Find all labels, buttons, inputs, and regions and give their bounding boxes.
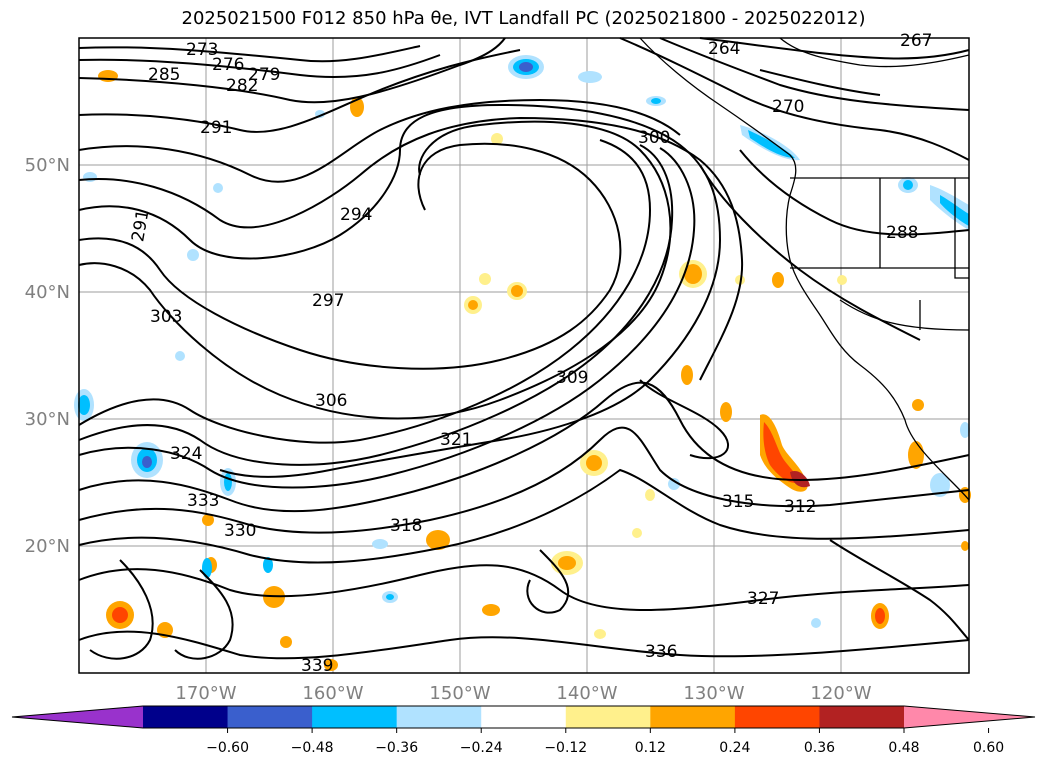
lat-tick-label: 50°N xyxy=(25,155,70,176)
contour-label: 267 xyxy=(900,31,932,51)
contour-label: 288 xyxy=(886,223,918,243)
colorbar-cell xyxy=(227,706,313,728)
contour-label: 270 xyxy=(772,97,804,117)
contour-label: 333 xyxy=(187,491,219,511)
colorbar-tick-label: 0.12 xyxy=(635,740,666,756)
colorbar-cell xyxy=(650,706,736,728)
colorbar-cell xyxy=(734,706,820,728)
lat-tick-label: 20°N xyxy=(25,536,70,557)
contour-label: 297 xyxy=(312,291,344,311)
map-frame xyxy=(78,37,970,674)
colorbar-tick-label: −0.12 xyxy=(544,740,587,756)
colorbar-extend-low xyxy=(12,706,143,728)
contour-label: 279 xyxy=(248,65,280,85)
colorbar-cell xyxy=(143,706,229,728)
colorbar: −0.60 −0.48 −0.36 −0.24 −0.12 0.12 0.24 0.36 0.4… xyxy=(11,705,1036,756)
contour-label: 300 xyxy=(638,128,670,148)
lat-axis: 50°N 40°N 30°N 20°N xyxy=(25,155,70,557)
contour-label: 315 xyxy=(722,492,754,512)
colorbar-extend-high xyxy=(904,706,1035,728)
colorbar-cell xyxy=(312,706,398,728)
contour-label: 324 xyxy=(170,444,202,464)
colorbar-tick-label: 0.48 xyxy=(888,740,919,756)
coastlines xyxy=(639,37,970,501)
colorbar-tick-label: −0.48 xyxy=(291,740,334,756)
contour-label: 321 xyxy=(440,430,472,450)
contour-label: 264 xyxy=(708,39,740,59)
colorbar-cell xyxy=(819,706,905,728)
colorbar-tick-label: −0.36 xyxy=(375,740,418,756)
colorbar-cell xyxy=(396,706,482,728)
map-title: 2025021500 F012 850 hPa θe, IVT Landfall… xyxy=(181,8,866,29)
theta-e-contours xyxy=(78,37,970,660)
lat-tick-label: 30°N xyxy=(25,409,70,430)
contour-label: 339 xyxy=(301,656,333,676)
contour-label: 336 xyxy=(645,642,677,662)
lon-tick-label: 150°W xyxy=(429,683,490,704)
map-panel: 273 276 279 282 285 288 291 294 297 300 … xyxy=(74,31,971,676)
lon-tick-label: 160°W xyxy=(302,683,363,704)
contour-label: 273 xyxy=(186,40,218,60)
lon-tick-label: 170°W xyxy=(175,683,236,704)
colorbar-cell xyxy=(481,706,567,728)
contour-label: 306 xyxy=(315,391,347,411)
contour-label: 303 xyxy=(150,307,182,327)
lon-tick-label: 140°W xyxy=(556,683,617,704)
colorbar-tick-label: 0.24 xyxy=(719,740,750,756)
contour-label: 327 xyxy=(747,589,779,609)
colorbar-tick-label: −0.24 xyxy=(460,740,503,756)
contour-label: 312 xyxy=(784,497,816,517)
contour-label: 285 xyxy=(148,65,180,85)
colorbar-tick-label: 0.36 xyxy=(804,740,835,756)
colorbar-tick-label: −0.60 xyxy=(206,740,249,756)
lat-tick-label: 40°N xyxy=(25,282,70,303)
contour-label: 330 xyxy=(224,521,256,541)
contour-label: 282 xyxy=(226,76,258,96)
contour-label: 309 xyxy=(556,368,588,388)
contour-label: 294 xyxy=(340,205,372,225)
lon-tick-label: 130°W xyxy=(683,683,744,704)
contour-label: 291 xyxy=(200,118,232,138)
lon-tick-label: 120°W xyxy=(810,683,871,704)
contour-label: 276 xyxy=(212,55,244,75)
colorbar-cell xyxy=(565,706,651,728)
contour-label: 318 xyxy=(390,516,422,536)
contour-labels: 273 276 279 282 285 288 291 294 297 300 … xyxy=(128,31,932,676)
colorbar-tick-label: 0.60 xyxy=(973,740,1004,756)
lon-axis: 170°W 160°W 150°W 140°W 130°W 120°W xyxy=(175,683,871,704)
